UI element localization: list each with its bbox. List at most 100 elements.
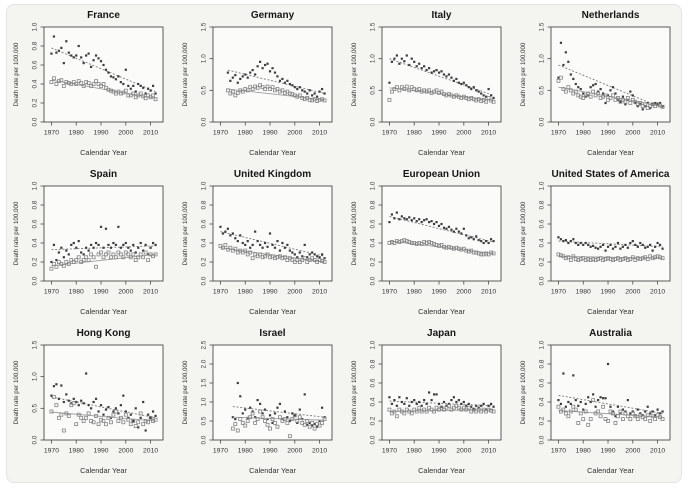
point-open-square <box>566 255 571 260</box>
point-open-square <box>136 93 141 98</box>
point-filled <box>472 238 475 241</box>
point-filled <box>629 412 632 415</box>
chart-italy: Italy 0.0 0.5 1.0 1.5 1970 1980 1990 2000 2010 Cal… <box>351 10 502 157</box>
point-open-square <box>287 91 292 96</box>
point-filled <box>283 246 286 249</box>
point-open-square <box>424 409 429 414</box>
point-open-square <box>317 423 322 428</box>
y-tick-label: 1.5 <box>370 22 377 31</box>
point-open-square <box>235 250 240 255</box>
point-filled <box>564 405 567 408</box>
trend-line-series1 <box>227 69 325 94</box>
point-filled <box>460 232 463 235</box>
point-filled <box>77 240 80 243</box>
point-open-square <box>151 93 155 98</box>
point-filled <box>616 241 620 245</box>
point-open-square <box>432 409 436 414</box>
x-axis-label: Calendar Year <box>587 307 634 316</box>
point-open-square <box>287 434 292 439</box>
point-filled <box>457 81 460 84</box>
point-open-square <box>268 87 272 91</box>
point-open-square <box>417 87 422 91</box>
point-filled <box>418 62 421 65</box>
point-filled <box>658 412 662 415</box>
point-open-square <box>292 413 297 418</box>
point-open-square <box>280 88 285 93</box>
chart-title: Israel <box>259 328 285 339</box>
point-open-square <box>459 407 464 412</box>
point-open-square <box>399 409 404 414</box>
point-filled <box>564 239 567 242</box>
point-filled <box>226 71 229 74</box>
point-filled <box>263 241 267 245</box>
point-filled <box>303 393 306 396</box>
point-filled <box>234 74 237 77</box>
point-filled <box>624 410 627 413</box>
point-open-square <box>620 257 625 262</box>
point-filled <box>229 234 232 237</box>
point-open-square <box>568 258 573 262</box>
point-filled <box>288 419 291 423</box>
point-filled <box>408 63 411 67</box>
point-open-square <box>305 96 310 100</box>
point-filled <box>249 71 252 74</box>
point-open-square <box>581 96 586 100</box>
point-filled <box>241 241 244 245</box>
point-open-square <box>461 246 466 251</box>
point-filled <box>291 412 294 415</box>
point-filled <box>236 381 239 385</box>
point-filled <box>293 86 296 89</box>
point-filled <box>70 243 73 246</box>
point-filled <box>435 68 438 72</box>
point-open-square <box>86 81 91 85</box>
y-tick-label: 0.8 <box>32 41 39 50</box>
point-filled <box>94 397 98 400</box>
point-open-square <box>270 417 275 421</box>
point-filled <box>654 101 657 105</box>
point-open-square <box>402 87 407 91</box>
point-open-square <box>101 255 106 260</box>
x-tick-label: 2000 <box>456 289 471 296</box>
point-filled <box>611 410 615 413</box>
point-filled <box>119 404 122 407</box>
point-open-square <box>230 89 235 94</box>
point-open-square <box>84 415 89 420</box>
point-filled <box>293 414 296 417</box>
point-open-square <box>489 250 493 255</box>
point-open-square <box>233 93 238 98</box>
y-tick-label: 0.0 <box>32 435 39 444</box>
point-filled <box>564 51 567 54</box>
point-filled <box>589 86 592 89</box>
subplot-netherlands: Netherlands 0.0 0.5 1.0 1.5 1970 1980 1990 2000 2… <box>514 5 683 164</box>
point-filled <box>70 402 73 405</box>
point-filled <box>658 243 662 246</box>
point-open-square <box>469 409 474 414</box>
point-open-square <box>118 91 123 96</box>
point-filled <box>144 429 147 432</box>
point-filled <box>92 246 95 249</box>
point-open-square <box>126 417 131 422</box>
point-filled <box>316 95 319 98</box>
point-open-square <box>650 414 655 419</box>
point-open-square <box>556 252 561 257</box>
point-filled <box>437 71 441 74</box>
y-tick-label: 1.0 <box>539 340 546 349</box>
y-tick-label: 0.0 <box>370 435 377 444</box>
point-filled <box>239 395 242 398</box>
point-open-square <box>474 409 479 414</box>
point-open-square <box>608 257 613 262</box>
point-filled <box>408 404 411 407</box>
point-filled <box>99 60 103 63</box>
point-filled <box>403 402 406 405</box>
point-filled <box>629 241 632 245</box>
point-open-square <box>258 252 263 257</box>
point-filled <box>102 413 105 416</box>
point-filled <box>589 400 592 404</box>
point-open-square <box>268 426 272 431</box>
point-filled <box>271 421 274 424</box>
point-filled <box>609 89 612 92</box>
chart-european-union: European Union 0.0 0.2 0.4 0.6 0.8 1.0 1970 1980… <box>351 169 502 316</box>
point-filled <box>129 413 132 416</box>
y-tick-label: 0.2 <box>539 257 546 266</box>
point-open-square <box>601 404 605 409</box>
